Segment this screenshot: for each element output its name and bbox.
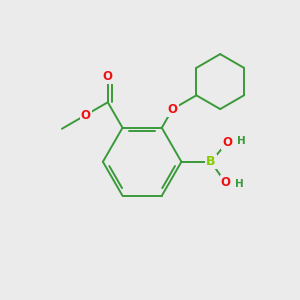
Text: O: O bbox=[103, 70, 113, 83]
Text: O: O bbox=[81, 109, 91, 122]
Text: H: H bbox=[237, 136, 245, 146]
Text: O: O bbox=[168, 103, 178, 116]
Text: B: B bbox=[206, 155, 216, 168]
Text: H: H bbox=[235, 179, 244, 189]
Text: O: O bbox=[222, 136, 232, 149]
Text: O: O bbox=[220, 176, 230, 189]
